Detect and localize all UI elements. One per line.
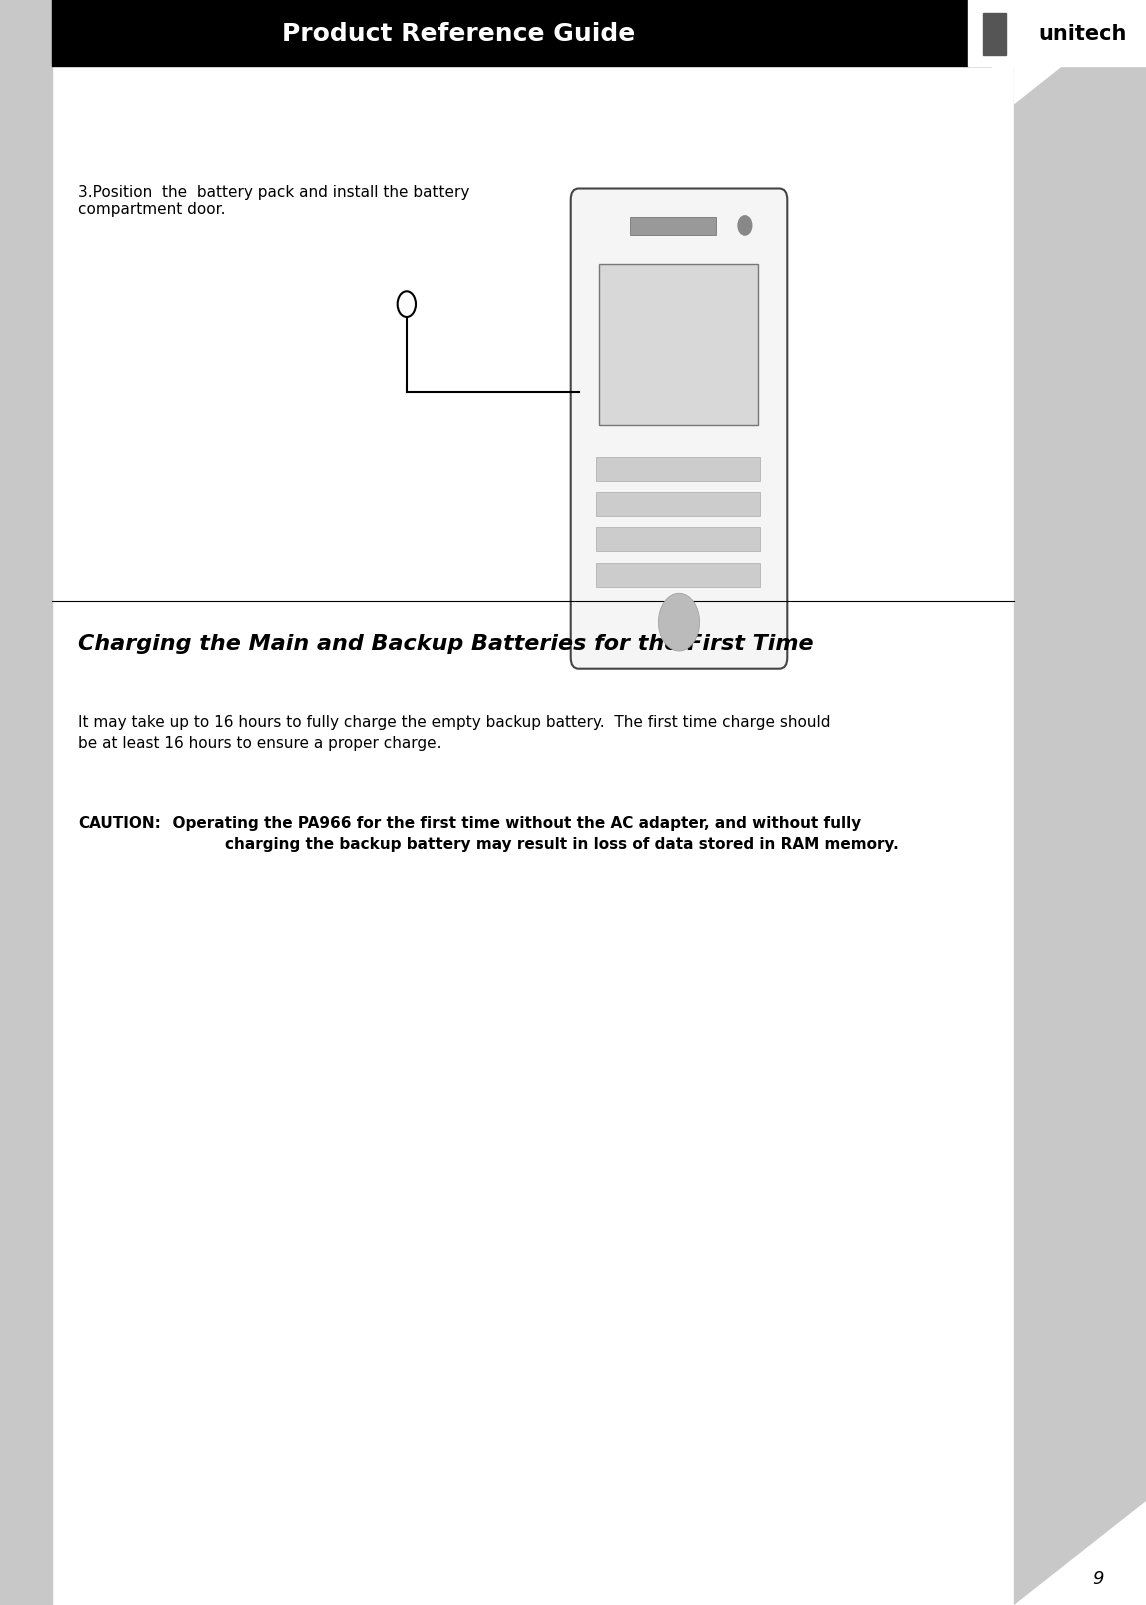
Circle shape [658,594,699,652]
Bar [52,0,968,67]
Bar [630,218,716,236]
FancyBboxPatch shape [571,189,787,669]
Bar [983,14,1006,56]
Bar [599,265,758,425]
Bar [596,457,760,482]
Bar [0,0,52,1605]
Bar [596,563,760,587]
Bar [1014,0,1146,1605]
Text: 3.Position  the  battery pack and install the battery
compartment door.: 3.Position the battery pack and install … [78,185,470,217]
Text: It may take up to 16 hours to fully charge the empty backup battery.  The first : It may take up to 16 hours to fully char… [78,714,831,750]
Text: Charging the Main and Backup Batteries for the First Time: Charging the Main and Backup Batteries f… [78,634,814,653]
Bar [596,493,760,517]
Text: CAUTION:: CAUTION: [78,815,160,830]
Polygon shape [968,0,1014,67]
Text: Operating the PA966 for the first time without the AC adapter, and without fully: Operating the PA966 for the first time w… [162,815,898,851]
Text: unitech: unitech [1038,24,1128,43]
Text: Product Reference Guide: Product Reference Guide [282,22,635,45]
Circle shape [738,217,752,236]
Bar [596,528,760,552]
Polygon shape [1014,0,1146,104]
Text: 9: 9 [1092,1568,1104,1587]
Bar [968,0,1146,67]
Polygon shape [1014,1501,1146,1605]
